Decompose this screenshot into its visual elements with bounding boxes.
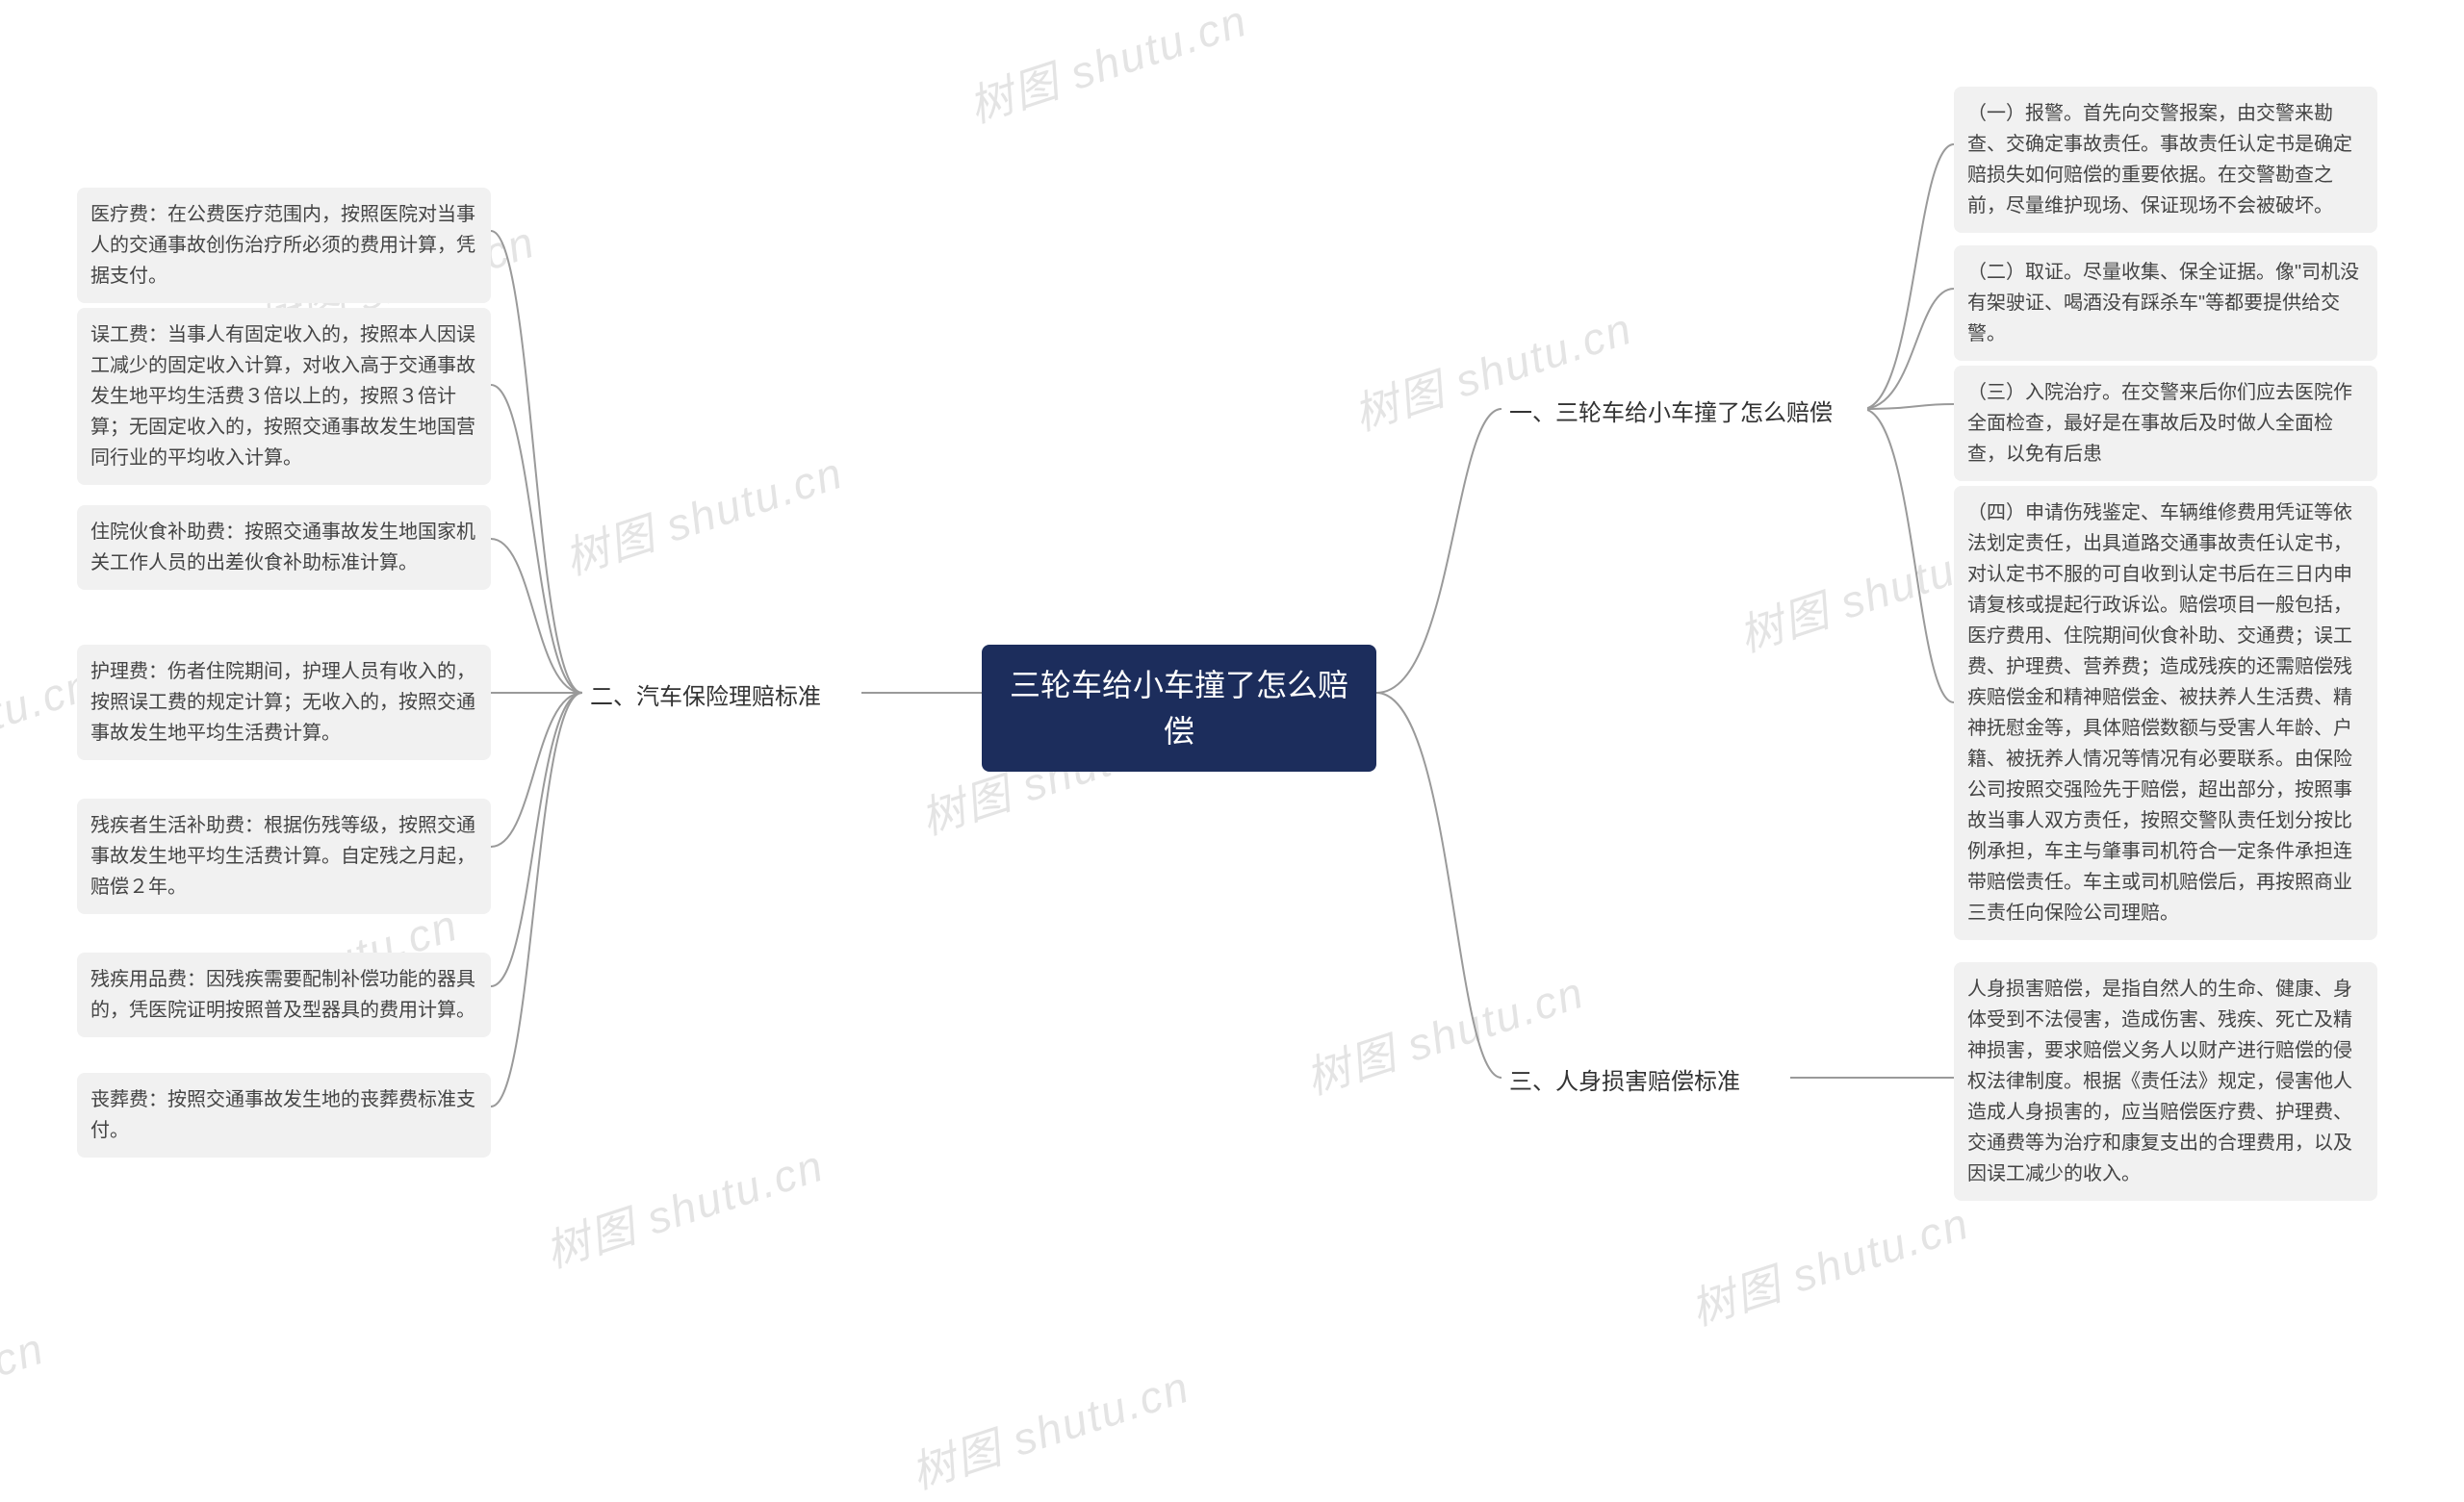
- root-node[interactable]: 三轮车给小车撞了怎么赔偿: [982, 645, 1376, 772]
- watermark: 树图 shutu.cn: [555, 438, 850, 588]
- mindmap-canvas: 树图 shutu.cn 树图 shutu.cn 树图 shutu.cn 树图 s…: [0, 0, 2464, 1392]
- watermark: 树图 shutu.cn: [1681, 1188, 1976, 1338]
- watermark: 树图 shutu.cn: [536, 1131, 831, 1281]
- leaf-node[interactable]: （四）申请伤残鉴定、车辆维修费用凭证等依法划定责任，出具道路交通事故责任认定书，…: [1954, 486, 2377, 940]
- leaf-node[interactable]: 人身损害赔偿，是指自然人的生命、健康、身体受到不法侵害，造成伤害、残疾、死亡及精…: [1954, 962, 2377, 1201]
- branch-node-right-2[interactable]: 三、人身损害赔偿标准: [1502, 1058, 1790, 1107]
- leaf-node[interactable]: 残疾者生活补助费：根据伤残等级，按照交通事故发生地平均生活费计算。自定残之月起，…: [77, 799, 491, 914]
- branch-node-right-1[interactable]: 一、三轮车给小车撞了怎么赔偿: [1502, 390, 1867, 438]
- leaf-node[interactable]: 误工费：当事人有固定收入的，按照本人因误工减少的固定收入计算，对收入高于交通事故…: [77, 308, 491, 485]
- leaf-node[interactable]: 丧葬费：按照交通事故发生地的丧葬费标准支付。: [77, 1073, 491, 1158]
- watermark: 树图 shutu.cn: [0, 1313, 52, 1464]
- leaf-node[interactable]: 残疾用品费：因残疾需要配制补偿功能的器具的，凭医院证明按照普及型器具的费用计算。: [77, 953, 491, 1037]
- leaf-node[interactable]: 住院伙食补助费：按照交通事故发生地国家机关工作人员的出差伙食补助标准计算。: [77, 505, 491, 590]
- leaf-node[interactable]: （一）报警。首先向交警报案，由交警来勘查、交确定事故责任。事故责任认定书是确定赔…: [1954, 87, 2377, 233]
- leaf-node[interactable]: 医疗费：在公费医疗范围内，按照医院对当事人的交通事故创伤治疗所必须的费用计算，凭…: [77, 188, 491, 303]
- leaf-node[interactable]: 护理费：伤者住院期间，护理人员有收入的，按照误工费的规定计算；无收入的，按照交通…: [77, 645, 491, 760]
- watermark: 树图 shutu.cn: [960, 0, 1254, 136]
- leaf-node[interactable]: （二）取证。尽量收集、保全证据。像"司机没有架驶证、喝酒没有踩杀车"等都要提供给…: [1954, 245, 2377, 361]
- leaf-node[interactable]: （三）入院治疗。在交警来后你们应去医院作全面检查，最好是在事故后及时做人全面检查…: [1954, 366, 2377, 481]
- branch-node-left[interactable]: 二、汽车保险理赔标准: [582, 674, 861, 722]
- watermark: 树图 shutu.cn: [902, 1352, 1196, 1502]
